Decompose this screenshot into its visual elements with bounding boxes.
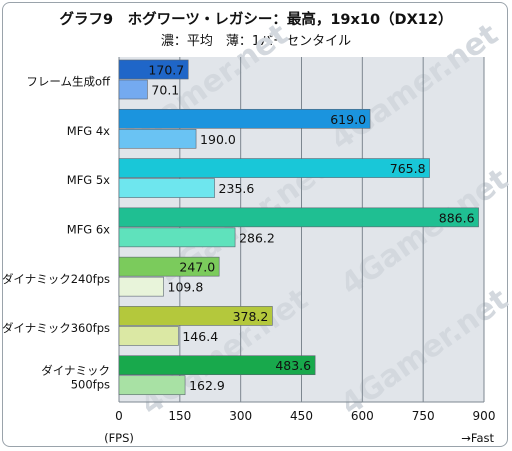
x-axis-label: (FPS) <box>104 431 134 445</box>
chart-subtitle: 濃：平均 薄：1パーセンタイル <box>160 34 352 49</box>
value-label-average: 886.6 <box>439 210 475 225</box>
bar-average <box>118 355 316 376</box>
x-axis-direction-label: →Fast <box>461 431 494 445</box>
bar-1-percentile <box>118 128 197 149</box>
value-label-average: 619.0 <box>330 112 366 127</box>
chart-title: グラフ9 ホグワーツ・レガシー：最高，19x10（DX12） <box>59 12 453 28</box>
value-label-average: 378.2 <box>233 309 269 324</box>
bar-average <box>118 306 273 326</box>
value-label-1-percentile: 235.6 <box>219 181 255 196</box>
bar-average <box>118 158 430 178</box>
value-label-1-percentile: 109.8 <box>168 280 204 295</box>
x-tick-label: 900 <box>473 409 496 423</box>
x-tick-label: 150 <box>168 409 191 423</box>
value-label-average: 765.8 <box>390 161 426 176</box>
category-label: ダイナミック360fps <box>2 321 110 335</box>
category-labels: フレーム生成off MFG 4x MFG 5x MFG 6x ダイナミック240fps ダ… <box>2 75 111 392</box>
category-label: MFG 5x <box>67 173 110 187</box>
x-tick-label: 750 <box>412 409 435 423</box>
category-label: フレーム生成off <box>26 75 111 89</box>
x-tick-label: 450 <box>290 409 313 423</box>
value-label-1-percentile: 190.0 <box>200 132 236 147</box>
x-tick-labels: 0 150 300 450 600 750 900 <box>115 409 495 423</box>
value-label-1-percentile: 162.9 <box>189 378 225 393</box>
bars: 170.7 70.1 619.0 190.0 765.8 235.6 886.6 286.2 2… <box>118 59 479 396</box>
bar-average <box>118 108 371 129</box>
value-label-average: 483.6 <box>275 358 311 373</box>
category-label: MFG 6x <box>67 223 110 237</box>
value-label-1-percentile: 70.1 <box>151 83 179 98</box>
bar-1-percentile <box>118 375 186 396</box>
x-tick-label: 0 <box>115 409 123 423</box>
category-label: ダイナミック <box>41 363 110 377</box>
value-label-average: 170.7 <box>148 63 184 78</box>
bar-average <box>118 207 479 228</box>
bar-1-percentile <box>118 178 215 198</box>
bar-average <box>118 59 189 80</box>
bar-1-percentile <box>118 79 148 100</box>
value-label-average: 247.0 <box>179 260 215 275</box>
value-label-1-percentile: 286.2 <box>239 230 275 245</box>
bar-1-percentile <box>118 276 164 297</box>
bar-1-percentile <box>118 227 236 248</box>
bar-average <box>118 256 220 277</box>
category-label: ダイナミック240fps <box>2 272 110 286</box>
x-tick-label: 300 <box>229 409 252 423</box>
bar-1-percentile <box>118 326 179 346</box>
category-label: MFG 4x <box>67 124 110 138</box>
category-label: 500fps <box>71 377 110 391</box>
value-label-1-percentile: 146.4 <box>182 329 218 344</box>
x-tick-label: 600 <box>351 409 374 423</box>
